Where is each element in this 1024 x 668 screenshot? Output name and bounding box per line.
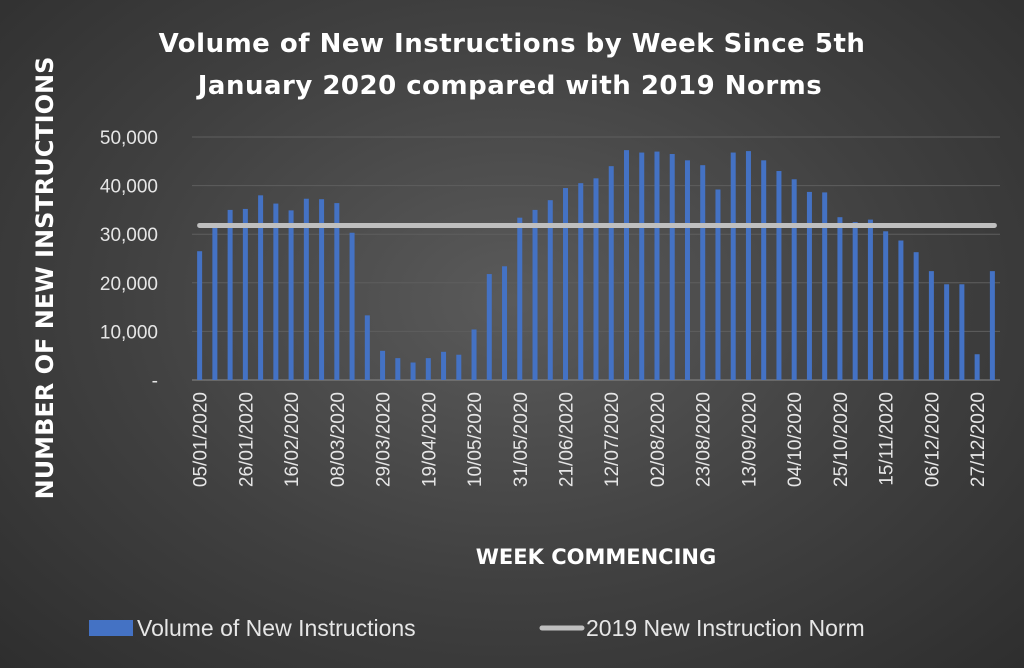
- bar: [288, 210, 294, 380]
- bar: [898, 240, 904, 380]
- bar: [745, 151, 751, 380]
- x-tick-label: 13/09/2020: [739, 392, 760, 487]
- bar: [654, 151, 660, 380]
- x-tick-label: 04/10/2020: [785, 392, 806, 487]
- bar: [578, 183, 584, 380]
- bar: [456, 354, 462, 380]
- bar: [883, 231, 889, 380]
- bar: [913, 252, 919, 380]
- x-tick-label: 29/03/2020: [374, 392, 395, 487]
- bar: [441, 351, 447, 380]
- x-tick-label: 19/04/2020: [419, 392, 440, 487]
- x-tick-label: 05/01/2020: [191, 392, 212, 487]
- bar: [364, 315, 370, 380]
- chart-title-line-2: January 2020 compared with 2019 Norms: [196, 71, 823, 101]
- x-tick-label: 15/11/2020: [877, 392, 898, 486]
- bar: [486, 274, 492, 380]
- bar: [837, 217, 843, 380]
- bar: [517, 217, 523, 380]
- x-tick-label: 06/12/2020: [922, 392, 943, 487]
- bar: [806, 191, 812, 380]
- bar: [425, 358, 431, 380]
- bar: [639, 152, 645, 380]
- bars: [197, 150, 995, 380]
- x-axis-ticks: 05/01/2020 26/01/2020 16/02/2020 08/03/2020…: [191, 392, 990, 487]
- x-tick-label: 21/06/2020: [557, 392, 578, 487]
- bar: [669, 154, 675, 380]
- bar: [944, 284, 950, 380]
- legend-label-volume: Volume of New Instructions: [137, 615, 416, 641]
- bar: [197, 251, 203, 380]
- bar: [852, 222, 858, 380]
- bar: [959, 284, 965, 380]
- bar: [532, 209, 538, 380]
- chart-title-line-1: Volume of New Instructions by Week Since…: [159, 29, 866, 59]
- x-tick-label: 31/05/2020: [511, 392, 532, 487]
- y-tick-label: 30,000: [100, 225, 158, 246]
- bar: [791, 179, 797, 380]
- y-tick-label: 40,000: [100, 177, 158, 198]
- bar: [380, 350, 386, 380]
- y-axis-label: NUMBER OF NEW INSTRUCTIONS: [31, 57, 59, 500]
- bar: [776, 171, 782, 380]
- y-tick-label: 10,000: [100, 322, 158, 343]
- bar: [715, 189, 721, 380]
- bar: [212, 226, 218, 380]
- bar: [502, 266, 508, 380]
- bar: [471, 329, 477, 380]
- bar: [563, 188, 569, 380]
- bar: [258, 195, 264, 380]
- y-tick-label: -: [152, 371, 158, 392]
- bar: [334, 203, 340, 380]
- legend: Volume of New Instructions 2019 New Inst…: [89, 615, 865, 641]
- bar: [349, 232, 355, 380]
- bar: [623, 150, 629, 380]
- x-tick-label: 23/08/2020: [694, 392, 715, 487]
- bar: [822, 192, 828, 380]
- bar: [593, 178, 599, 380]
- x-tick-label: 12/07/2020: [602, 392, 623, 487]
- y-tick-label: 50,000: [100, 128, 158, 149]
- x-tick-label: 10/05/2020: [465, 392, 486, 487]
- bar: [989, 271, 995, 380]
- bar: [242, 208, 248, 380]
- y-tick-label: 20,000: [100, 274, 158, 295]
- x-axis-label: WEEK COMMENCING: [476, 545, 716, 569]
- bar: [547, 200, 553, 380]
- legend-swatch-volume: [89, 620, 133, 636]
- x-tick-label: 16/02/2020: [282, 392, 303, 487]
- bar: [227, 209, 233, 380]
- bar: [303, 198, 309, 380]
- x-tick-label: 08/03/2020: [328, 392, 349, 487]
- bar: [730, 152, 736, 380]
- x-tick-label: 27/12/2020: [968, 392, 989, 487]
- bar: [273, 203, 279, 380]
- y-axis-ticks: - 10,000 20,000 30,000 40,000 50,000: [100, 128, 158, 392]
- bar: [410, 362, 416, 380]
- bar: [700, 165, 706, 380]
- bar: [974, 354, 980, 380]
- x-tick-label: 26/01/2020: [236, 392, 257, 487]
- bar: [761, 160, 767, 380]
- legend-label-norm: 2019 New Instruction Norm: [586, 615, 865, 641]
- bar: [319, 199, 325, 380]
- bar: [928, 271, 934, 380]
- x-tick-label: 02/08/2020: [648, 392, 669, 487]
- bar: [395, 358, 401, 380]
- bar: [867, 219, 873, 380]
- x-tick-label: 25/10/2020: [831, 392, 852, 487]
- bar: [684, 160, 690, 380]
- bar: [608, 166, 614, 380]
